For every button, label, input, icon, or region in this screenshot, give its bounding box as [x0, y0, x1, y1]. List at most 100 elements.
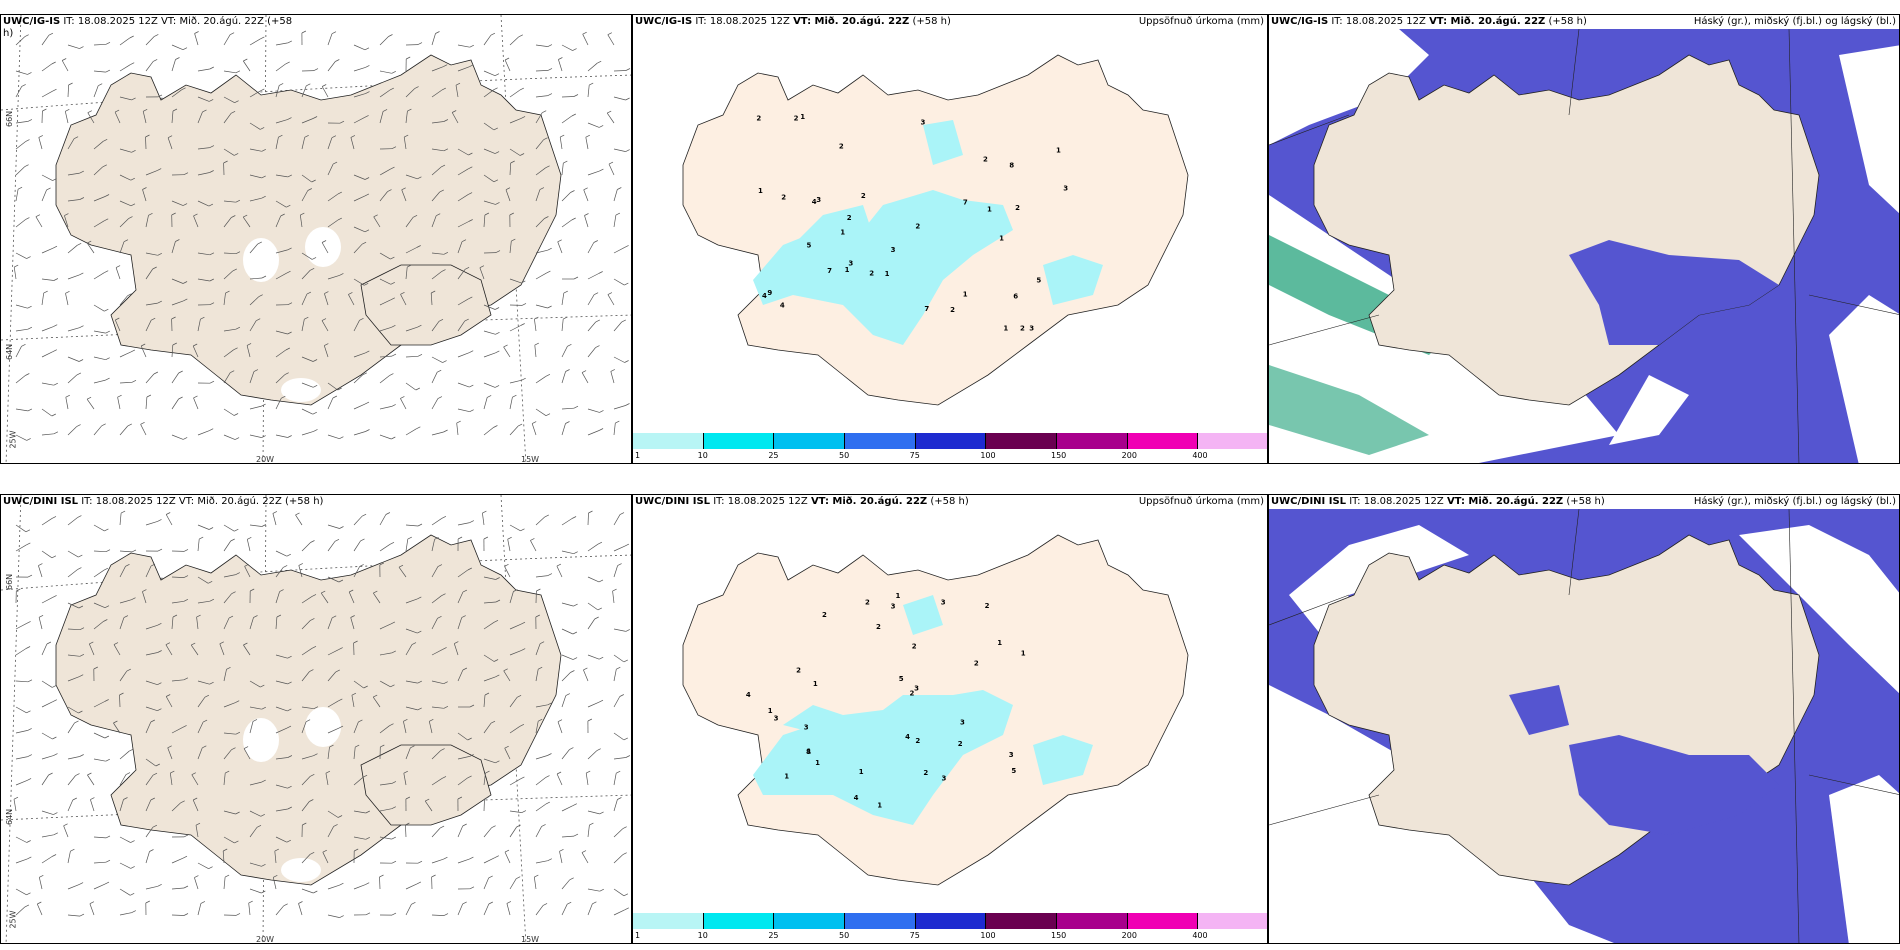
wind-barb-flag [516, 876, 521, 880]
wind-barb-flag [521, 303, 527, 306]
wind-barb-flag [539, 187, 545, 190]
wind-barb [275, 434, 288, 438]
wind-barb-flag [157, 883, 162, 887]
precip-value-label: 8 [806, 748, 811, 756]
wind-barb [93, 272, 105, 280]
wind-barb-flag [518, 34, 523, 38]
wind-barb-flag [389, 373, 394, 376]
wind-barb [41, 351, 53, 358]
wind-barb [248, 903, 251, 916]
wind-barb-flag [599, 410, 604, 413]
wind-barb [509, 650, 522, 656]
wind-barb [249, 296, 259, 306]
wind-barb-flag [70, 848, 75, 852]
wind-barb-flag [520, 116, 526, 119]
wind-barb [142, 189, 147, 202]
wind-barb-flag [349, 589, 354, 593]
precip-value-label: 1 [1056, 146, 1061, 154]
precip-header-top: UWC/IG-IS IT: 18.08.2025 12Z VT: Mið. 20… [635, 16, 951, 27]
colorbar-swatch [1127, 433, 1199, 449]
wind-barb-flag [517, 423, 523, 427]
wind-barb [223, 349, 234, 358]
wind-barb-flag [26, 256, 31, 259]
wind-barb-flag [310, 618, 315, 621]
wind-barb-flag [228, 615, 234, 619]
wind-barb [301, 174, 312, 183]
wind-barb-flag [78, 554, 83, 558]
wind-barb-flag [152, 266, 157, 270]
precip-value-label: 2 [910, 689, 915, 697]
wind-barb [197, 200, 210, 207]
wind-barb [197, 524, 210, 530]
colorbar-swatch [986, 433, 1057, 449]
precip-value-label: 1 [800, 113, 805, 121]
wind-barb-flag [391, 353, 397, 357]
wind-barb-flag [157, 708, 162, 712]
wind-barb [509, 697, 518, 708]
wind-barb-flag [142, 187, 147, 190]
wind-barb-flag [157, 650, 162, 653]
wind-barb [483, 214, 486, 228]
precip-value-label: 2 [1015, 204, 1020, 212]
wind-barb [613, 773, 617, 786]
wind-barb [119, 218, 129, 228]
wind-barb-flag [310, 267, 315, 271]
wind-barb-flag [79, 272, 84, 276]
wind-barb [197, 680, 210, 685]
wind-barb [379, 783, 392, 786]
wind-barb [582, 34, 589, 46]
wind-barb-flag [104, 194, 110, 197]
wind-barb-flag [157, 548, 163, 552]
wind-barb [403, 721, 407, 734]
wind-barb-flag [436, 213, 441, 217]
wind-barb [558, 59, 563, 72]
wind-barb [295, 514, 303, 526]
wind-barb [249, 706, 262, 710]
wind-barb-flag [339, 273, 344, 276]
wind-barb-flag [410, 745, 415, 749]
wind-barb [41, 701, 53, 708]
wind-barb [243, 644, 251, 656]
wind-barb-flag [443, 856, 448, 860]
wind-barb [223, 434, 236, 440]
wind-barb-flag [52, 699, 57, 703]
wind-barb-flag [403, 718, 408, 722]
wind-barb-flag [243, 746, 249, 749]
wind-barb [119, 37, 130, 46]
wind-barb [584, 215, 589, 228]
wind-barb-flag [302, 822, 307, 826]
wind-barb [67, 756, 80, 760]
wind-barb-flag [519, 153, 525, 156]
wind-barb-flag [457, 796, 463, 800]
wind-barb-flag [193, 797, 198, 801]
wind-barb-flag [391, 324, 396, 328]
wind-barb-flag [429, 718, 434, 722]
wind-barb [171, 110, 174, 124]
wind-barb-flag [209, 170, 214, 173]
wind-barb [15, 648, 27, 656]
wind-barb-flag [379, 562, 384, 566]
wind-barb-flag [516, 694, 522, 698]
wind-barb-flag [27, 728, 32, 731]
wind-barb-flag [415, 387, 420, 391]
wind-barb [353, 117, 365, 124]
wind-barb-flag [321, 318, 327, 321]
precip-value-label: 7 [827, 267, 832, 275]
wind-barb [275, 680, 288, 685]
wind-barb [119, 96, 132, 101]
wind-barb-flag [104, 735, 110, 739]
wind-barb-flag [391, 650, 396, 654]
wind-barb-flag [304, 316, 309, 320]
wind-barb [145, 774, 154, 786]
colorbar-tick-label: 75 [909, 451, 920, 460]
wind-barb [171, 200, 184, 206]
wind-barb [67, 138, 75, 150]
wind-barb-flag [166, 694, 171, 697]
wind-barb [93, 836, 107, 839]
wind-barb [431, 539, 435, 552]
wind-barb [41, 382, 54, 386]
wind-barb [249, 827, 258, 838]
wind-barb-flag [165, 642, 171, 646]
wind-barb [457, 522, 470, 526]
wind-barb [353, 243, 363, 254]
